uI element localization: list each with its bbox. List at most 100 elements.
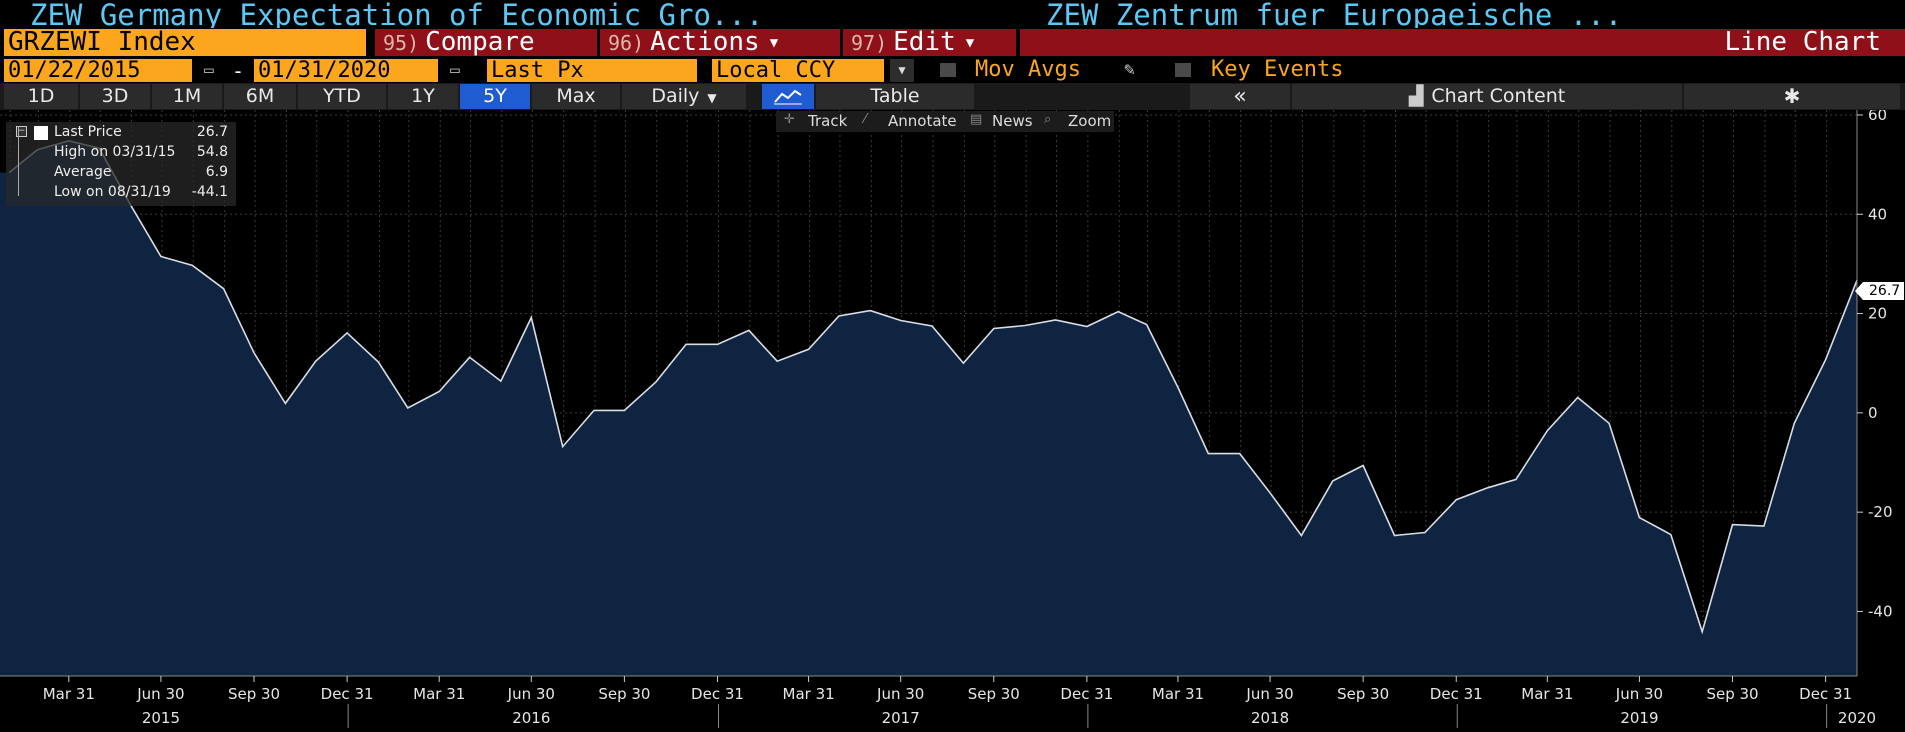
range-5y[interactable]: 5Y [460, 84, 530, 109]
start-date-input[interactable]: 01/22/2015 [4, 59, 192, 82]
legend-high: High on 03/31/15 54.8 [46, 144, 236, 164]
range-ytd[interactable]: YTD [298, 84, 386, 109]
low-value: -44.1 [191, 184, 228, 200]
line-chart-glyph [774, 89, 802, 105]
year-label: 2018 [1251, 709, 1289, 727]
x-tick-label: Mar 31 [783, 685, 835, 703]
actions-button[interactable]: 96) Actions ▼ [600, 29, 840, 56]
chevron-down-icon[interactable]: ▼ [890, 59, 914, 82]
pencil-icon: ⁄ [864, 112, 867, 127]
chart-type-label[interactable]: Line Chart [1020, 29, 1905, 56]
zoom-button[interactable]: Zoom [1068, 112, 1112, 130]
year-label: 2020 [1838, 709, 1876, 727]
crosshair-icon: ✛ [784, 112, 795, 127]
compare-number: 95) [383, 31, 420, 55]
last-price-label: Last Price [54, 124, 122, 140]
last-price-swatch [34, 126, 48, 140]
collapse-button[interactable]: « [1190, 84, 1290, 109]
actions-label: Actions [650, 27, 760, 57]
year-label: 2019 [1620, 709, 1658, 727]
collapse-legend-icon[interactable]: − [16, 126, 27, 137]
range-6m[interactable]: 6M [224, 84, 296, 109]
x-tick-label: Mar 31 [1521, 685, 1573, 703]
x-tick-label: Jun 30 [1245, 685, 1293, 703]
x-tick-label: Mar 31 [413, 685, 465, 703]
y-tick-label: 60 [1868, 110, 1887, 124]
average-value: 6.9 [205, 164, 228, 180]
edit-button[interactable]: 97) Edit ▼ [843, 29, 1016, 56]
currency-select[interactable]: Local CCY [712, 59, 884, 82]
chart-tools-bar: ✛ Track ⁄ Annotate ▤ News ⌕ Zoom [776, 111, 1114, 132]
x-tick-label: Jun 30 [1615, 685, 1663, 703]
x-tick-label: Sep 30 [968, 685, 1020, 703]
ticker-field[interactable]: GRZEWI Index [4, 29, 366, 56]
settings-button[interactable]: ✱ [1684, 84, 1900, 109]
field-select[interactable]: Last Px [487, 59, 697, 82]
range-1m[interactable]: 1M [152, 84, 222, 109]
title-bar: ZEW Germany Expectation of Economic Gro.… [0, 0, 1905, 32]
edit-label: Edit [893, 27, 956, 57]
table-button[interactable]: Table [816, 84, 974, 109]
x-tick-label: Jun 30 [876, 685, 924, 703]
actions-number: 96) [608, 31, 645, 55]
high-value: 54.8 [196, 144, 228, 160]
date-bar: 01/22/2015 ▭ - 01/31/2020 ▭ Last Px Loca… [0, 57, 1905, 83]
mov-avgs-checkbox[interactable] [940, 63, 956, 77]
mov-avgs-label[interactable]: Mov Avgs [975, 57, 1081, 82]
legend-last-price: Last Price 26.7 [46, 124, 236, 144]
calendar-icon[interactable]: ▭ [204, 60, 214, 79]
news-button[interactable]: News [992, 112, 1033, 130]
y-tick-label: -40 [1868, 602, 1893, 620]
x-tick-label: Sep 30 [598, 685, 650, 703]
security-description: ZEW Germany Expectation of Economic Gro.… [30, 0, 764, 32]
range-1d[interactable]: 1D [4, 84, 78, 109]
annotate-button[interactable]: Annotate [888, 112, 957, 130]
legend-average: Average 6.9 [46, 164, 236, 184]
y-tick-label: 40 [1868, 205, 1887, 223]
track-button[interactable]: Track [808, 112, 848, 130]
y-tick-label: -20 [1868, 503, 1893, 521]
key-events-checkbox[interactable] [1175, 63, 1191, 77]
chart-content-icon: ▟ [1408, 85, 1424, 107]
calendar-icon[interactable]: ▭ [450, 60, 460, 79]
high-label: High on 03/31/15 [54, 144, 176, 160]
series-line [8, 139, 1858, 635]
range-3d[interactable]: 3D [80, 84, 150, 109]
pencil-icon[interactable]: ✎ [1124, 59, 1135, 80]
command-bar: GRZEWI Index 95) Compare 96) Actions ▼ 97) E… [0, 28, 1905, 57]
chevron-down-icon: ▼ [965, 35, 975, 51]
news-icon: ▤ [970, 112, 983, 127]
key-events-label[interactable]: Key Events [1211, 57, 1344, 82]
series-area [0, 140, 1857, 677]
x-axis: Mar 31 Jun 30 Sep 30 Dec 31 Mar 31 Jun 30 Sep … [0, 675, 1905, 728]
legend-low: Low on 08/31/19 -44.1 [46, 184, 236, 204]
line-chart-icon[interactable] [762, 84, 814, 109]
x-axis-band [0, 676, 1905, 728]
chevron-down-icon: ▼ [707, 91, 717, 105]
chevron-down-icon: ▼ [769, 35, 779, 51]
x-tick-label: Jun 30 [507, 685, 555, 703]
legend-box: − Last Price 26.7 High on 03/31/15 54.8 … [6, 122, 236, 206]
x-tick-label: Dec 31 [1060, 685, 1113, 703]
year-label: 2016 [512, 709, 550, 727]
year-label: 2017 [882, 709, 920, 727]
x-tick-label: Sep 30 [228, 685, 280, 703]
frequency-label: Daily [651, 85, 700, 107]
compare-button[interactable]: 95) Compare [375, 29, 597, 56]
frequency-select[interactable]: Daily ▼ [622, 84, 746, 109]
end-date-input[interactable]: 01/31/2020 [254, 59, 438, 82]
x-tick-label: Dec 31 [1799, 685, 1852, 703]
magnifier-icon: ⌕ [1044, 112, 1052, 127]
x-tick-label: Sep 30 [1706, 685, 1758, 703]
range-1y[interactable]: 1Y [388, 84, 458, 109]
chart-content-button[interactable]: ▟ Chart Content [1292, 84, 1682, 109]
chart-area[interactable]: 60 40 20 0 -20 -40 Mar 31 Jun 30 Sep 30 Dec 31 Ma… [0, 106, 1905, 728]
range-max[interactable]: Max [532, 84, 620, 109]
x-tick-label: Dec 31 [691, 685, 744, 703]
y-axis: 60 40 20 0 -20 -40 [1856, 106, 1893, 676]
date-separator: - [232, 59, 245, 83]
last-value-tag: 26.7 [1854, 282, 1905, 300]
security-source: ZEW Zentrum fuer Europaeische ... [1046, 0, 1623, 32]
x-tick-label: Sep 30 [1337, 685, 1389, 703]
